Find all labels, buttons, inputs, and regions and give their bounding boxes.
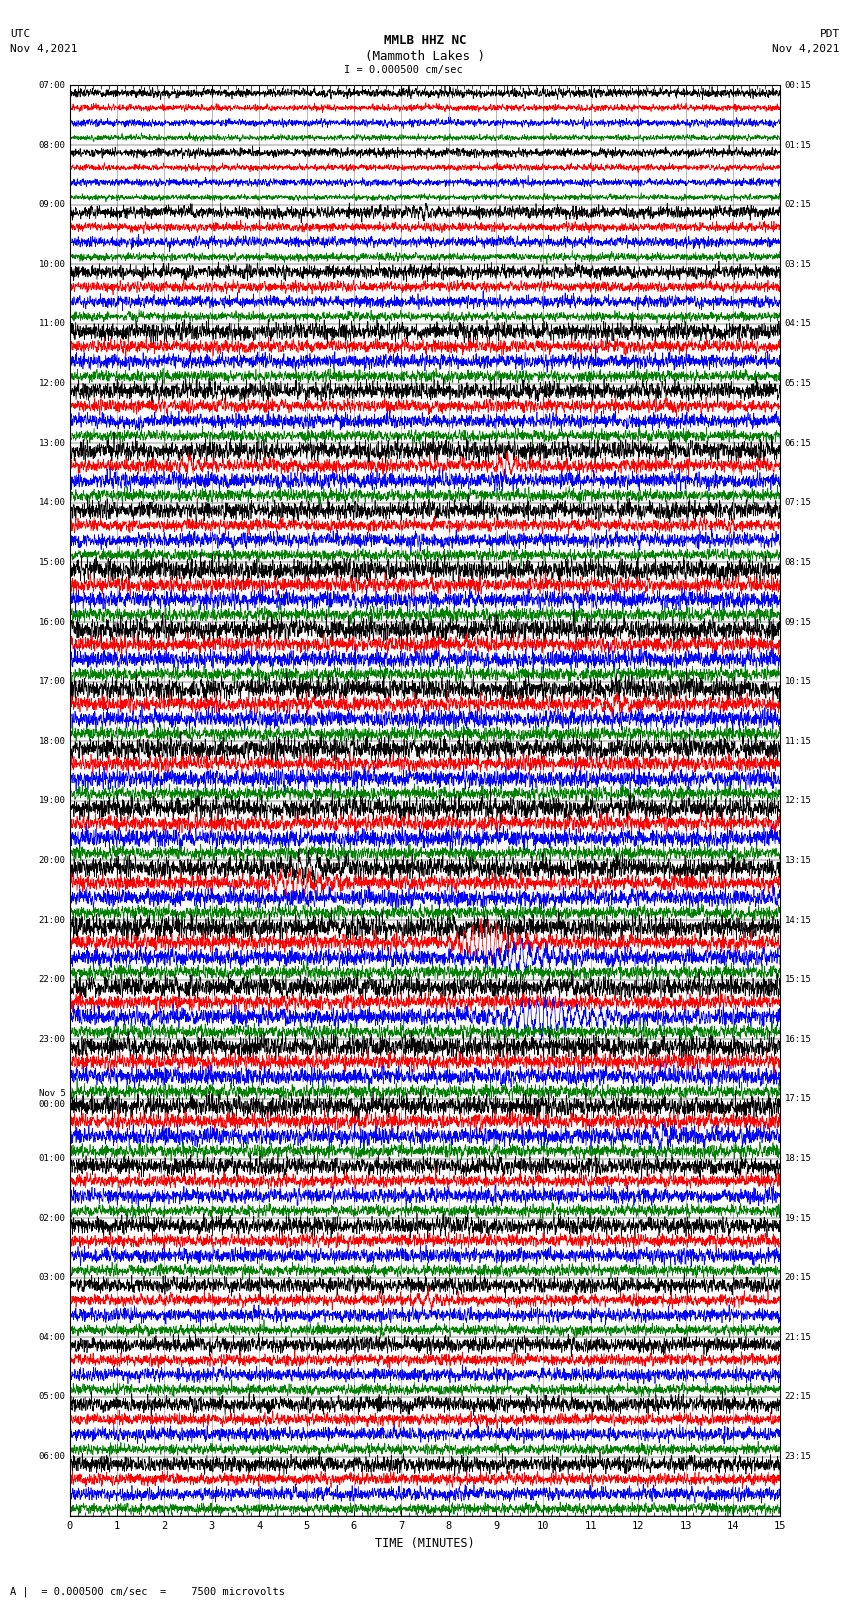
- Text: 09:15: 09:15: [785, 618, 812, 626]
- Text: 01:15: 01:15: [785, 140, 812, 150]
- Text: PDT: PDT: [819, 29, 840, 39]
- Text: 23:00: 23:00: [38, 1036, 65, 1044]
- Text: 10:15: 10:15: [785, 677, 812, 686]
- Text: 14:00: 14:00: [38, 498, 65, 506]
- Text: 14:15: 14:15: [785, 916, 812, 924]
- Text: 01:00: 01:00: [38, 1153, 65, 1163]
- Text: Nov 4,2021: Nov 4,2021: [10, 44, 77, 53]
- Text: 17:00: 17:00: [38, 677, 65, 686]
- Text: Nov 4,2021: Nov 4,2021: [773, 44, 840, 53]
- Text: 16:00: 16:00: [38, 618, 65, 626]
- Text: 12:00: 12:00: [38, 379, 65, 389]
- Text: 02:15: 02:15: [785, 200, 812, 210]
- Text: 03:00: 03:00: [38, 1273, 65, 1282]
- Text: 19:00: 19:00: [38, 797, 65, 805]
- Text: I = 0.000500 cm/sec: I = 0.000500 cm/sec: [344, 65, 463, 74]
- Text: 18:00: 18:00: [38, 737, 65, 745]
- Text: 08:15: 08:15: [785, 558, 812, 566]
- Text: 13:15: 13:15: [785, 857, 812, 865]
- Text: 15:15: 15:15: [785, 976, 812, 984]
- Text: 21:15: 21:15: [785, 1332, 812, 1342]
- Text: 06:15: 06:15: [785, 439, 812, 448]
- Text: 11:15: 11:15: [785, 737, 812, 745]
- Text: 02:00: 02:00: [38, 1213, 65, 1223]
- Text: 05:00: 05:00: [38, 1392, 65, 1402]
- Text: 13:00: 13:00: [38, 439, 65, 448]
- Text: 18:15: 18:15: [785, 1153, 812, 1163]
- Text: 22:00: 22:00: [38, 976, 65, 984]
- Text: 22:15: 22:15: [785, 1392, 812, 1402]
- Text: A |  = 0.000500 cm/sec  =    7500 microvolts: A | = 0.000500 cm/sec = 7500 microvolts: [10, 1586, 286, 1597]
- Text: 07:00: 07:00: [38, 81, 65, 90]
- Text: 11:00: 11:00: [38, 319, 65, 329]
- Text: 21:00: 21:00: [38, 916, 65, 924]
- Text: 20:15: 20:15: [785, 1273, 812, 1282]
- Text: Nov 5
00:00: Nov 5 00:00: [38, 1089, 65, 1108]
- X-axis label: TIME (MINUTES): TIME (MINUTES): [375, 1537, 475, 1550]
- Text: 19:15: 19:15: [785, 1213, 812, 1223]
- Text: 08:00: 08:00: [38, 140, 65, 150]
- Text: 23:15: 23:15: [785, 1452, 812, 1461]
- Text: 03:15: 03:15: [785, 260, 812, 269]
- Text: 05:15: 05:15: [785, 379, 812, 389]
- Text: UTC: UTC: [10, 29, 31, 39]
- Text: 20:00: 20:00: [38, 857, 65, 865]
- Text: (Mammoth Lakes ): (Mammoth Lakes ): [365, 50, 485, 63]
- Text: 15:00: 15:00: [38, 558, 65, 566]
- Text: 04:00: 04:00: [38, 1332, 65, 1342]
- Text: 09:00: 09:00: [38, 200, 65, 210]
- Text: 17:15: 17:15: [785, 1095, 812, 1103]
- Text: 10:00: 10:00: [38, 260, 65, 269]
- Text: 06:00: 06:00: [38, 1452, 65, 1461]
- Text: 04:15: 04:15: [785, 319, 812, 329]
- Text: 16:15: 16:15: [785, 1036, 812, 1044]
- Text: 12:15: 12:15: [785, 797, 812, 805]
- Text: 07:15: 07:15: [785, 498, 812, 506]
- Text: 00:15: 00:15: [785, 81, 812, 90]
- Text: MMLB HHZ NC: MMLB HHZ NC: [383, 34, 467, 47]
